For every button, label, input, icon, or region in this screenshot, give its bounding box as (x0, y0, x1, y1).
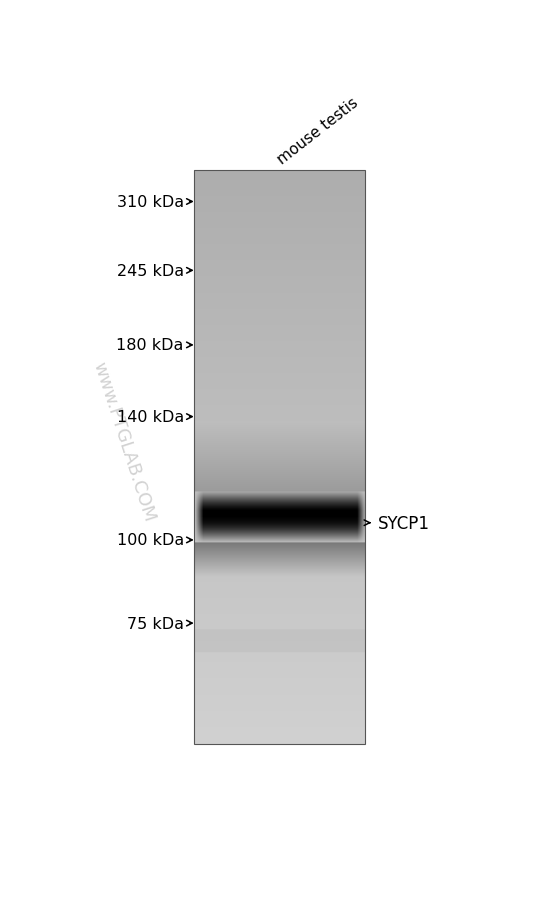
Text: SYCP1: SYCP1 (378, 514, 430, 532)
Text: 180 kDa: 180 kDa (117, 338, 184, 353)
Text: 100 kDa: 100 kDa (117, 533, 184, 548)
Text: mouse testis: mouse testis (275, 96, 361, 167)
Text: www.PTGLAB.COM: www.PTGLAB.COM (90, 360, 158, 524)
Text: 310 kDa: 310 kDa (117, 195, 184, 210)
Text: 245 kDa: 245 kDa (117, 263, 184, 279)
Text: 140 kDa: 140 kDa (117, 410, 184, 425)
Bar (195, 170, 365, 744)
Text: 75 kDa: 75 kDa (127, 616, 184, 630)
